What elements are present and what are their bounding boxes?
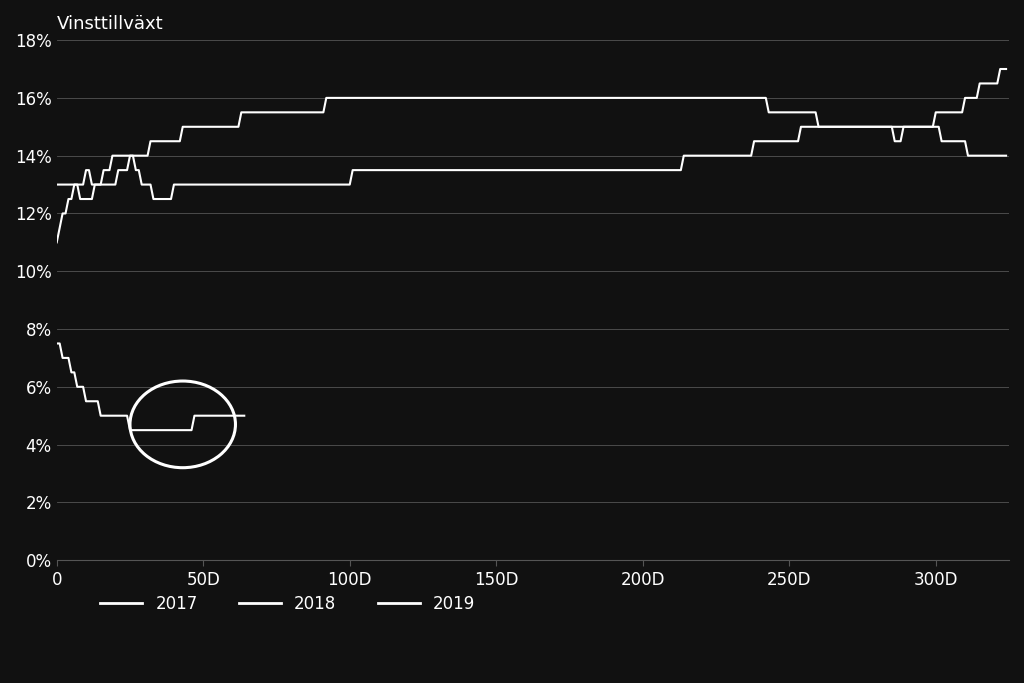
Legend: 2017, 2018, 2019: 2017, 2018, 2019 <box>93 588 482 619</box>
Text: Vinsttillväxt: Vinsttillväxt <box>56 15 164 33</box>
